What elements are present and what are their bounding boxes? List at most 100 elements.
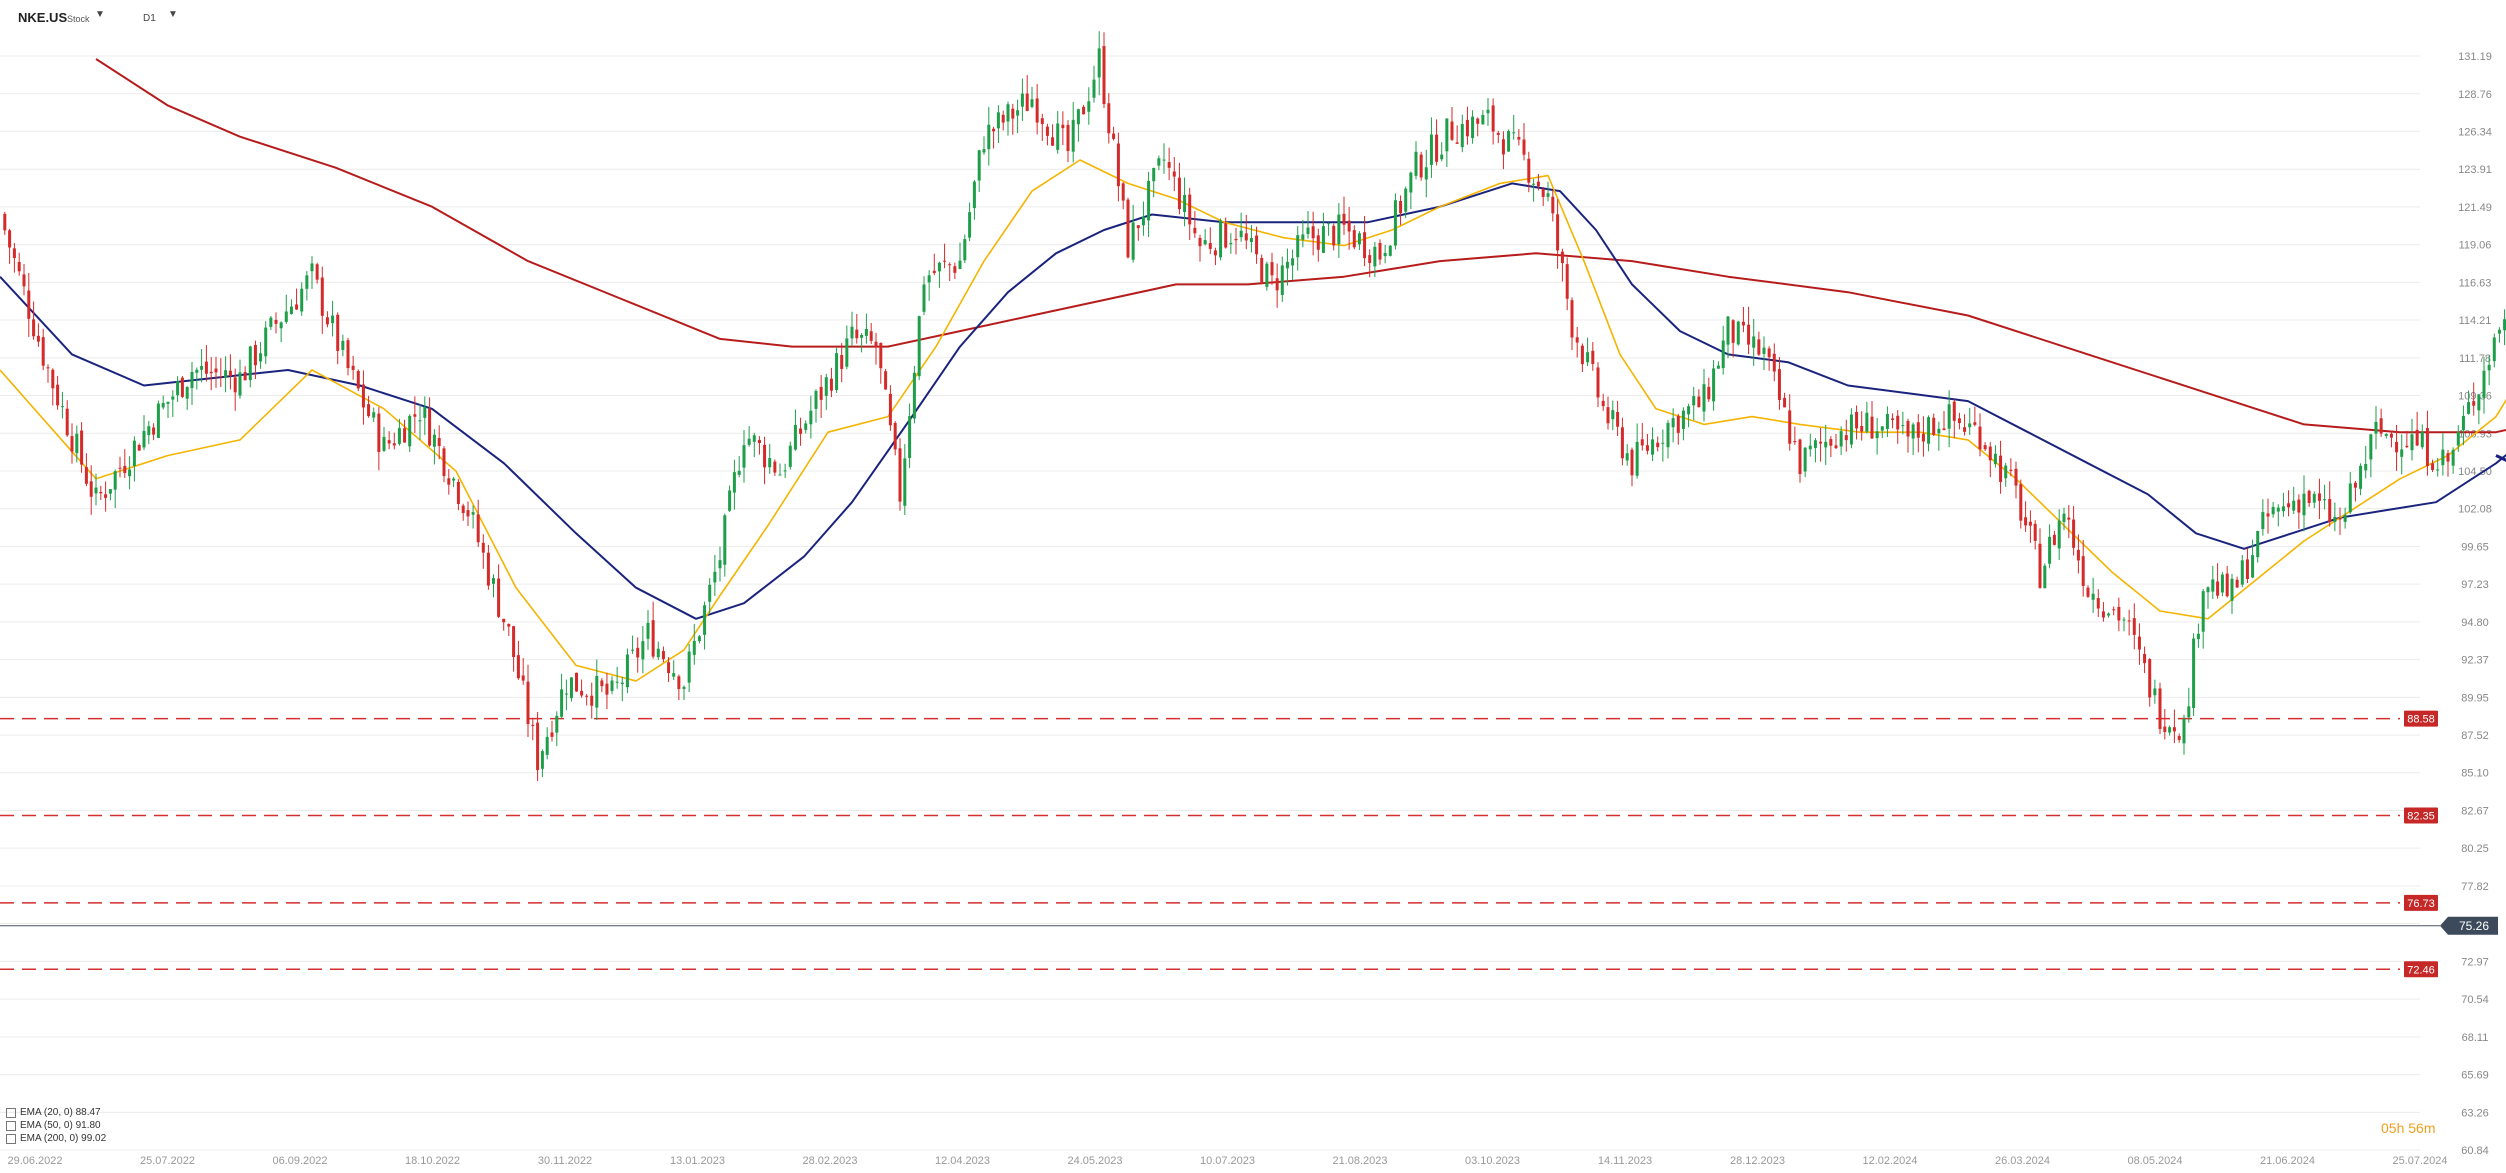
candle-body — [1121, 183, 1125, 201]
candle-body — [2148, 659, 2152, 698]
candle-body — [2287, 503, 2291, 508]
candle-body — [1783, 397, 1787, 408]
candle-body — [1280, 265, 1284, 295]
candle-body — [2132, 618, 2136, 635]
candle-body — [2245, 559, 2249, 580]
time-tick-label: 13.01.2023 — [670, 1155, 725, 1167]
level-badge — [2404, 894, 2438, 911]
trend-channel — [2495, 454, 2506, 462]
legend-item-ema20[interactable]: EMA (20, 0) 88.47 — [6, 1106, 106, 1119]
candle-body — [531, 724, 535, 726]
candle-body — [692, 640, 696, 655]
level-badge — [2404, 807, 2438, 824]
candle-body — [452, 478, 456, 481]
candle-body — [1193, 227, 1197, 234]
interval-dropdown-icon[interactable]: ▼ — [168, 9, 178, 20]
candle-body — [2240, 560, 2244, 585]
candle-body — [1824, 441, 1828, 448]
candle-body — [295, 304, 299, 310]
candle-body — [536, 722, 540, 771]
candle-body — [793, 424, 797, 450]
candle-body — [387, 440, 391, 444]
candle-body — [156, 403, 160, 439]
candle-body — [1107, 103, 1111, 134]
time-tick-label: 08.05.2024 — [2127, 1155, 2182, 1167]
candle-body — [1901, 425, 1905, 427]
candle-body — [1393, 200, 1397, 246]
candle-body — [1839, 431, 1843, 447]
candle-body — [2348, 483, 2352, 513]
candle-body — [1481, 114, 1485, 125]
symbol-type-label: Stock — [67, 14, 90, 24]
legend-item-ema50[interactable]: EMA (50, 0) 91.80 — [6, 1119, 106, 1132]
candle-body — [2206, 587, 2210, 593]
candle-body — [1702, 384, 1706, 412]
candle-body — [1011, 108, 1015, 119]
legend-item-ema200[interactable]: EMA (200, 0) 99.02 — [6, 1132, 106, 1145]
price-tick-label: 109.36 — [2458, 390, 2492, 402]
candle-body — [2487, 364, 2491, 371]
candle-body — [1136, 225, 1140, 229]
candle-body — [428, 408, 432, 446]
candle-body — [1368, 255, 1372, 263]
interval-label[interactable]: D1 — [143, 13, 156, 24]
time-tick-label: 10.07.2023 — [1200, 1155, 1255, 1167]
candle-body — [2302, 493, 2306, 516]
candle-body — [2182, 719, 2186, 744]
candle-body — [228, 370, 232, 377]
candle-body — [1414, 151, 1418, 176]
candle-body — [682, 686, 686, 689]
candle-body — [1131, 222, 1135, 260]
candle-body — [1332, 225, 1336, 246]
candle-body — [697, 636, 701, 642]
candle-body — [874, 341, 878, 348]
candle-body — [300, 288, 304, 312]
level-badges: 88.58 82.35 76.73 72.46 75.26 — [2404, 710, 2498, 978]
candle-body — [1885, 414, 1889, 429]
candle-body — [108, 489, 112, 494]
grid-lines — [0, 55, 2420, 1151]
candle-body — [486, 552, 490, 586]
candle-body — [1565, 264, 1569, 299]
candle-body — [2153, 688, 2157, 696]
candle-body — [992, 128, 996, 132]
candle-body — [1819, 441, 1823, 444]
candle-body — [778, 474, 782, 476]
candle-body — [2033, 523, 2037, 541]
candle-body — [1306, 227, 1310, 234]
candle-body — [927, 275, 931, 283]
candle-body — [1625, 453, 1629, 461]
level-badge-label: 72.46 — [2407, 964, 2435, 976]
candle-body — [1687, 406, 1691, 415]
candle-body — [1635, 441, 1639, 476]
candle-body — [708, 584, 712, 602]
candle-body — [382, 436, 386, 451]
price-tick-label: 87.52 — [2461, 730, 2489, 742]
candle-body — [545, 736, 549, 755]
candle-body — [305, 275, 309, 289]
candle-body — [269, 317, 273, 327]
candle-body — [1440, 154, 1444, 160]
candle-body — [1716, 365, 1720, 369]
candle-body — [903, 458, 907, 506]
candle-body — [845, 338, 849, 367]
symbol-dropdown-icon[interactable]: ▼ — [95, 9, 105, 20]
candle-body — [84, 467, 88, 484]
candle-body — [1891, 418, 1895, 420]
candle-body — [1560, 251, 1564, 264]
ema-200-line — [95, 58, 2506, 434]
candle-body — [2492, 337, 2496, 362]
candle-body — [1762, 347, 1766, 354]
candle-body — [377, 413, 381, 452]
time-tick-label: 12.04.2023 — [935, 1155, 990, 1167]
symbol-label[interactable]: NKE.US — [18, 10, 68, 25]
candle-body — [1203, 240, 1207, 245]
candle-body — [1363, 232, 1367, 259]
candle-body — [336, 314, 340, 351]
candle-body — [869, 331, 873, 341]
candle-body — [1327, 223, 1331, 225]
candle-body — [118, 467, 122, 469]
candle-body — [1611, 410, 1615, 420]
candle-body — [195, 369, 199, 373]
